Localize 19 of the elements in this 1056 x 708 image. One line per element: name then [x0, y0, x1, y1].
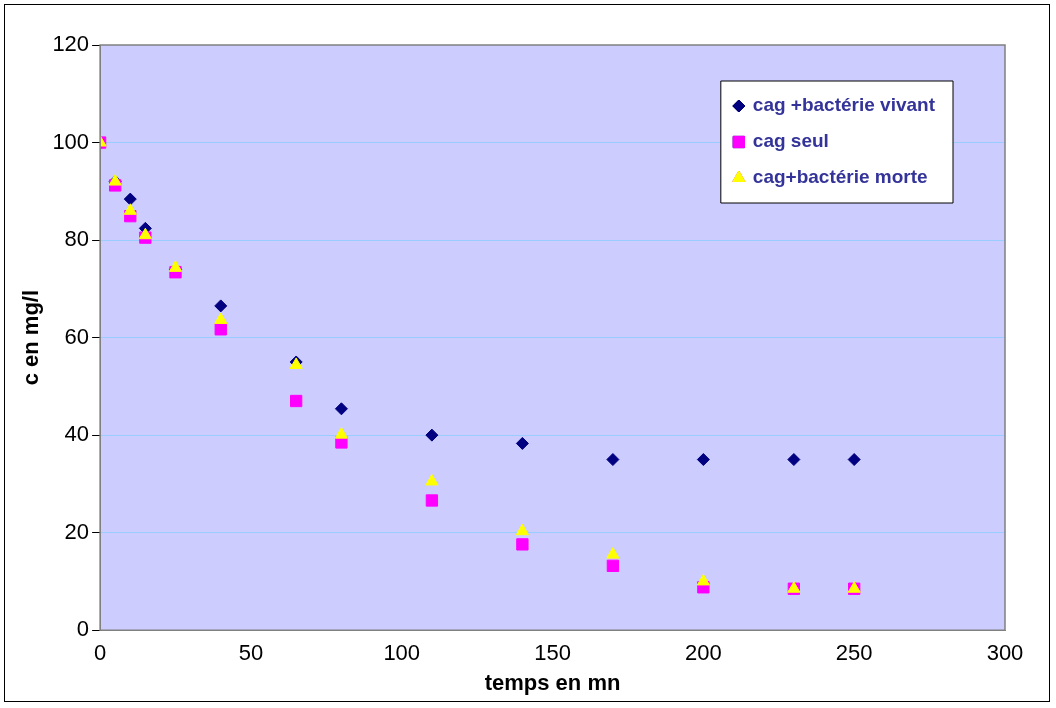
legend-label: cag +bactérie vivant: [752, 94, 936, 116]
y-tick-label: 0: [76, 616, 90, 642]
y-tick-label: 100: [52, 128, 90, 154]
x-tick-label: 100: [383, 640, 421, 666]
legend-label: cag seul: [752, 130, 829, 152]
x-tick-label: 200: [685, 640, 722, 666]
y-tick-label: 60: [64, 323, 90, 349]
x-tick-label: 250: [835, 640, 873, 666]
y-tick-label: 40: [64, 421, 90, 447]
x-tick-label: 50: [238, 640, 264, 666]
x-tick-label: 0: [93, 640, 107, 666]
y-axis-title: c en mg/l: [18, 289, 44, 386]
y-tick-label: 20: [64, 518, 90, 544]
x-axis-title: temps en mn: [484, 669, 621, 695]
y-tick-label: 120: [52, 31, 90, 57]
y-tick-label: 80: [64, 226, 90, 252]
x-tick-label: 150: [534, 640, 571, 666]
x-tick-label: 300: [986, 640, 1024, 666]
legend-label: cag+bactérie morte: [752, 166, 928, 188]
